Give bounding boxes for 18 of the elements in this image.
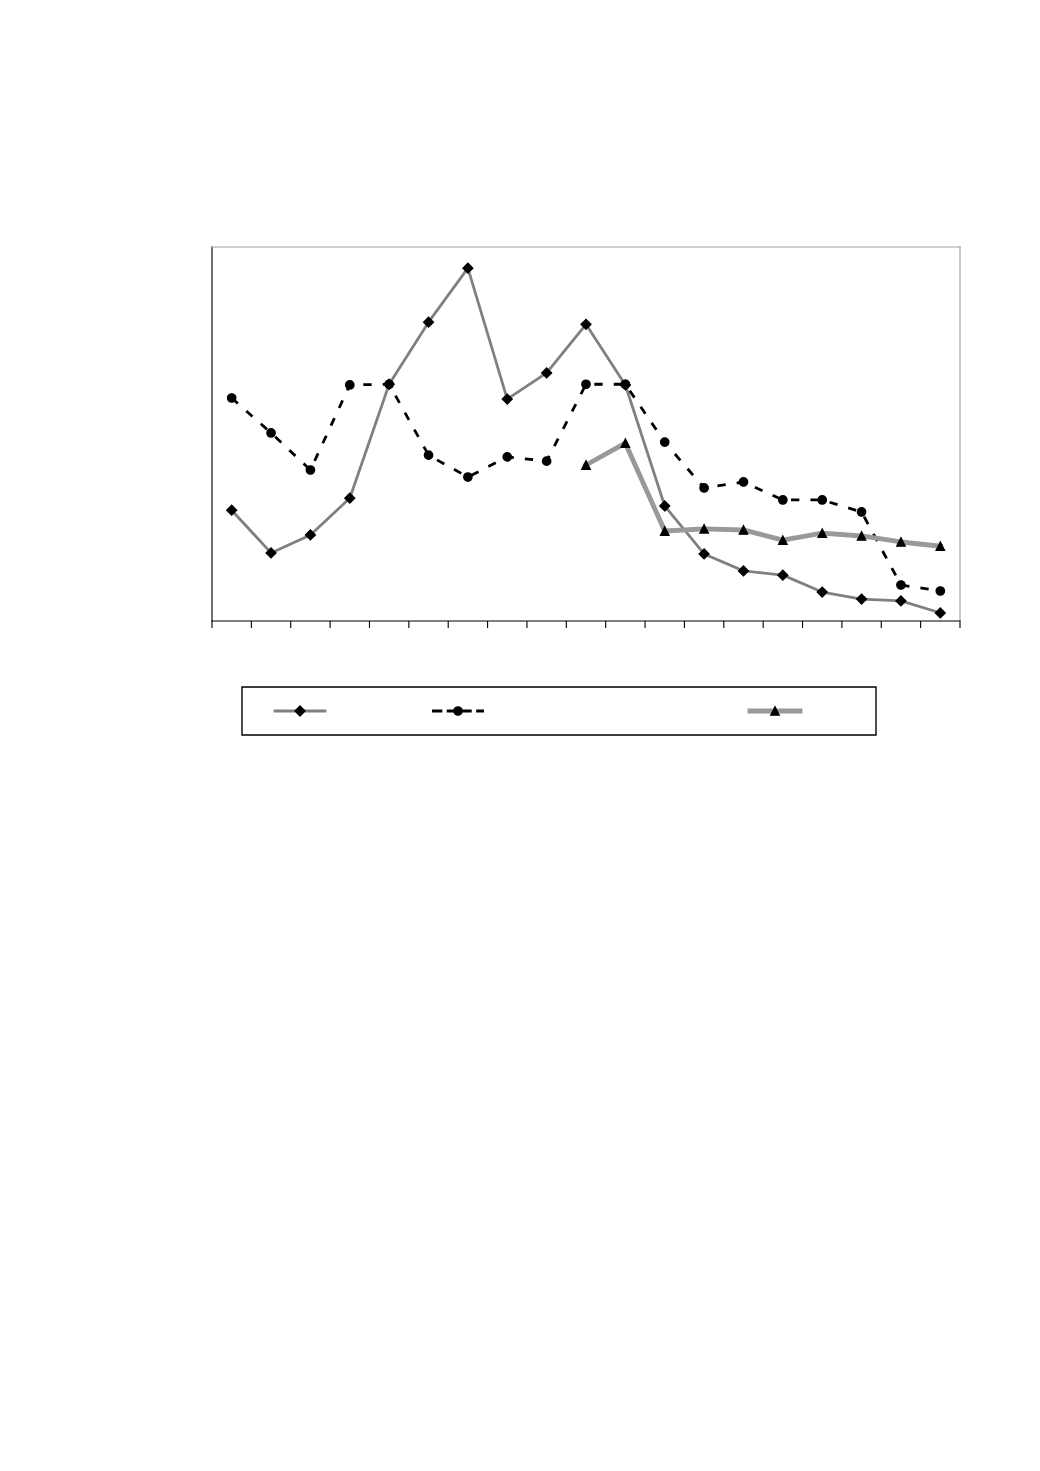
point	[896, 580, 906, 590]
point	[463, 472, 473, 482]
point	[344, 380, 355, 390]
point	[620, 379, 631, 390]
point	[699, 483, 709, 493]
point	[817, 495, 828, 505]
point	[659, 437, 670, 447]
point	[226, 393, 237, 403]
point	[266, 428, 276, 438]
point	[935, 586, 946, 596]
point	[541, 456, 552, 467]
point	[581, 379, 591, 390]
point	[423, 450, 434, 461]
point	[305, 465, 316, 475]
point	[738, 477, 749, 487]
point	[502, 452, 513, 462]
point	[777, 495, 788, 505]
point	[856, 507, 867, 517]
